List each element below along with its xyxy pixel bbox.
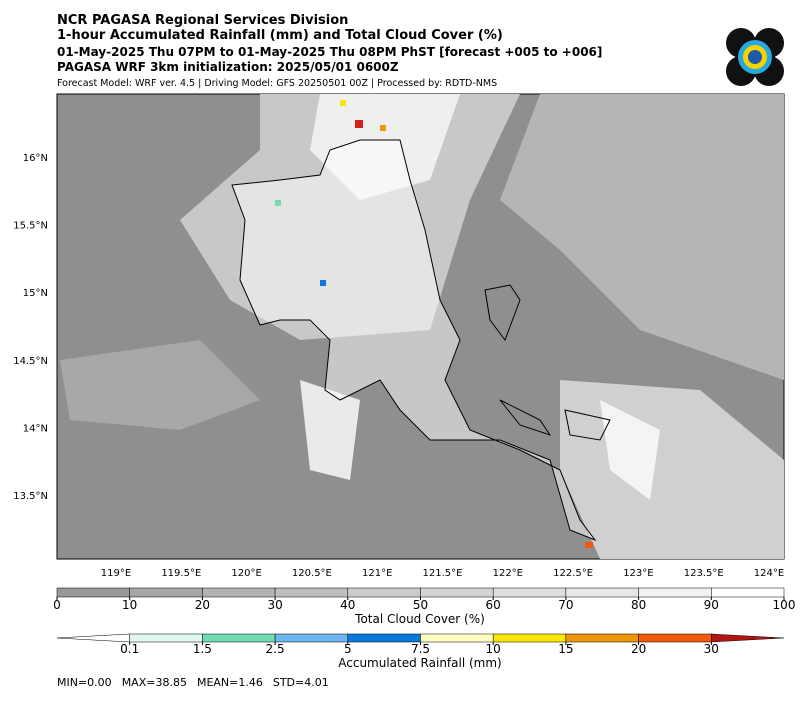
lon-label: 121°E bbox=[362, 568, 392, 579]
lat-label: 15.5°N bbox=[13, 221, 48, 232]
lon-label: 122°E bbox=[493, 568, 523, 579]
lat-label: 13.5°N bbox=[13, 491, 48, 502]
title: 1-hour Accumulated Rainfall (mm) and Tot… bbox=[57, 28, 503, 43]
tick-label: 50 bbox=[413, 598, 428, 612]
tick-label: 0 bbox=[53, 598, 61, 612]
subtitle: 01-May-2025 Thu 07PM to 01-May-2025 Thu … bbox=[57, 45, 602, 59]
colorbar-segment bbox=[565, 633, 639, 643]
tick-label: 15 bbox=[558, 642, 573, 656]
colorbar-segment bbox=[129, 633, 203, 643]
lat-label: 14.5°N bbox=[13, 356, 48, 367]
tick-label: 1.5 bbox=[193, 642, 212, 656]
model-note: Forecast Model: WRF ver. 4.5 | Driving M… bbox=[57, 78, 497, 89]
lon-label: 119°E bbox=[101, 568, 131, 579]
tick-label: 60 bbox=[486, 598, 501, 612]
lat-label: 16°N bbox=[23, 153, 48, 164]
tick-label: 70 bbox=[558, 598, 573, 612]
colorbar-segment bbox=[347, 633, 421, 643]
colorbar-title: Total Cloud Cover (%) bbox=[354, 612, 485, 626]
lon-label: 119.5°E bbox=[161, 568, 201, 579]
colorbar-segment bbox=[638, 587, 712, 598]
lon-label: 124°E bbox=[754, 568, 784, 579]
tick-label: 0.1 bbox=[120, 642, 139, 656]
colorbar-segment bbox=[274, 587, 349, 598]
tick-label: 40 bbox=[340, 598, 355, 612]
colorbar-extension bbox=[711, 633, 785, 643]
stat: MIN=0.00 bbox=[57, 676, 112, 689]
stats: MIN=0.00 MAX=38.85 MEAN=1.46 STD=4.01 bbox=[57, 676, 329, 689]
subtitle: PAGASA WRF 3km initialization: 2025/05/0… bbox=[57, 60, 399, 74]
colorbar-segment bbox=[492, 587, 567, 598]
tick-label: 5 bbox=[344, 642, 352, 656]
tick-label: 30 bbox=[267, 598, 282, 612]
colorbar-segment bbox=[56, 587, 130, 598]
colorbar-segment bbox=[129, 587, 203, 598]
lat-label: 15°N bbox=[23, 288, 48, 299]
lon-label: 121.5°E bbox=[423, 568, 463, 579]
tick-label: 10 bbox=[486, 642, 501, 656]
colorbar-segment bbox=[420, 587, 494, 598]
stat: MAX=38.85 bbox=[122, 676, 187, 689]
lon-labels: 119°E 119.5°E 120°E 120.5°E 121°E 121.5°E 122°… bbox=[101, 568, 784, 579]
stat: STD=4.01 bbox=[273, 676, 329, 689]
tick-label: 30 bbox=[704, 642, 719, 656]
lon-label: 123.5°E bbox=[684, 568, 724, 579]
rain-colorbar: 0.1 1.5 2.5 5 7.5 10 15 20 30 bbox=[56, 633, 785, 656]
colorbar-segment bbox=[711, 587, 785, 598]
colorbar-segment bbox=[202, 587, 276, 598]
lon-label: 120°E bbox=[231, 568, 261, 579]
tick-label: 7.5 bbox=[411, 642, 430, 656]
colorbar-segment bbox=[638, 633, 712, 643]
colorbar-segment bbox=[420, 633, 494, 643]
tick-label: 20 bbox=[195, 598, 210, 612]
colorbar-segment bbox=[202, 633, 276, 643]
lon-label: 120.5°E bbox=[292, 568, 332, 579]
lon-label: 122.5°E bbox=[553, 568, 593, 579]
colorbar-title: Accumulated Rainfall (mm) bbox=[338, 656, 501, 670]
map bbox=[56, 93, 785, 560]
tick-label: 10 bbox=[122, 598, 137, 612]
logo bbox=[726, 28, 784, 86]
title: NCR PAGASA Regional Services Division bbox=[57, 13, 348, 28]
colorbar-segment bbox=[565, 587, 639, 598]
tick-label: 80 bbox=[631, 598, 646, 612]
lon-label: 123°E bbox=[623, 568, 653, 579]
lat-label: 14°N bbox=[23, 423, 48, 434]
colorbar-segment bbox=[347, 587, 421, 598]
tick-label: 2.5 bbox=[266, 642, 285, 656]
tick-label: 90 bbox=[704, 598, 719, 612]
tick-label: 20 bbox=[631, 642, 646, 656]
colorbar-segment bbox=[274, 633, 349, 643]
lat-labels: 16°N 15.5°N 15°N 14.5°N 14°N 13.5°N bbox=[13, 153, 48, 502]
colorbar-extension bbox=[56, 633, 130, 643]
tick-label: 100 bbox=[773, 598, 796, 612]
stat: MEAN=1.46 bbox=[197, 676, 263, 689]
cloud-colorbar: 0 10 20 30 40 50 60 70 80 90 100 bbox=[53, 587, 796, 612]
colorbar-segment bbox=[492, 633, 567, 643]
